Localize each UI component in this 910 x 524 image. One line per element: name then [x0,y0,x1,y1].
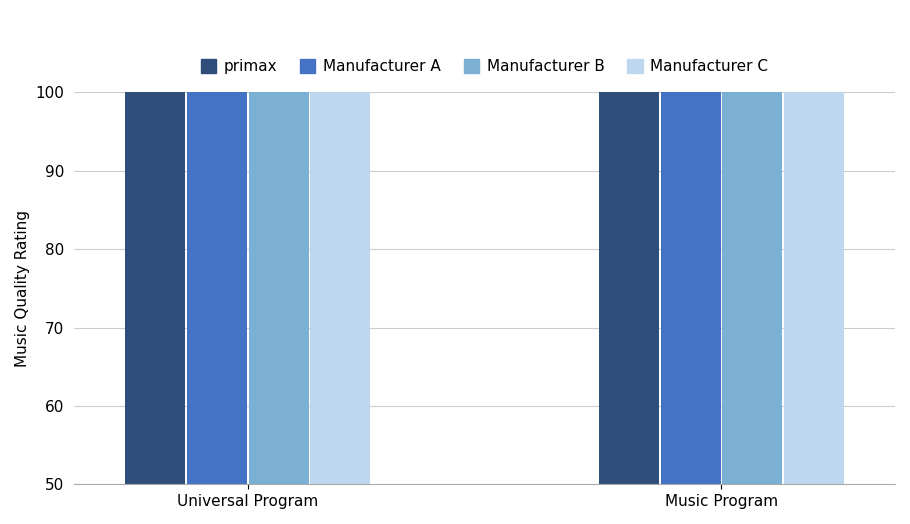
Bar [248,46,308,484]
Bar [599,0,659,484]
Bar [661,6,721,484]
Bar [310,14,370,484]
Y-axis label: Music Quality Rating: Music Quality Rating [15,210,30,367]
Bar [187,0,247,484]
Bar [723,77,782,484]
Bar [784,0,844,484]
Legend: primax, Manufacturer A, Manufacturer B, Manufacturer C: primax, Manufacturer A, Manufacturer B, … [195,53,774,80]
Bar [126,0,186,484]
